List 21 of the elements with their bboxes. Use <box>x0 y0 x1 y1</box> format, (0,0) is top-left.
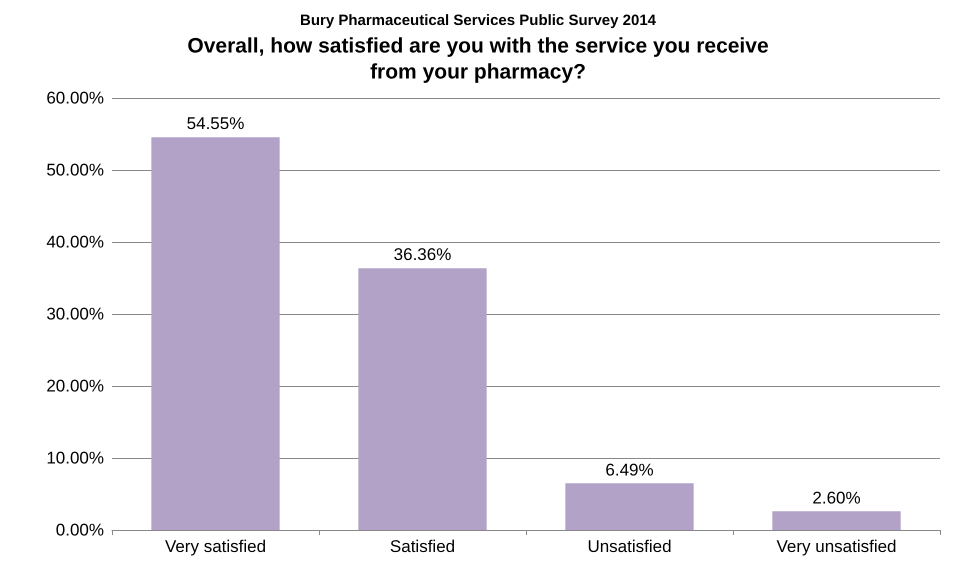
bar <box>565 483 694 530</box>
y-tick-label: 20.00% <box>46 376 104 396</box>
y-tick-label: 60.00% <box>46 88 104 108</box>
y-tick-label: 40.00% <box>46 232 104 252</box>
y-tick-label: 50.00% <box>46 160 104 180</box>
y-tick-label: 0.00% <box>56 520 104 540</box>
data-label: 36.36% <box>394 245 452 264</box>
data-label: 2.60% <box>812 488 861 508</box>
x-tick-label: Unsatisfied <box>587 537 672 556</box>
y-tick-label: 30.00% <box>46 304 104 324</box>
x-tick-label: Satisfied <box>390 537 456 556</box>
y-tick-label: 10.00% <box>46 448 104 468</box>
x-tick-label: Very satisfied <box>164 537 266 556</box>
chart-subtitle: Bury Pharmaceutical Services Public Survey 2014 <box>300 12 657 29</box>
bar <box>772 511 901 530</box>
x-tick-label: Very unsatisfied <box>776 537 897 556</box>
bar <box>151 137 280 530</box>
data-label: 54.55% <box>186 114 244 134</box>
bar <box>358 268 487 530</box>
data-label: 6.49% <box>605 460 654 480</box>
chart-title: Overall, how satisfied are you with the service you receive from your pharmacy? <box>187 34 769 84</box>
